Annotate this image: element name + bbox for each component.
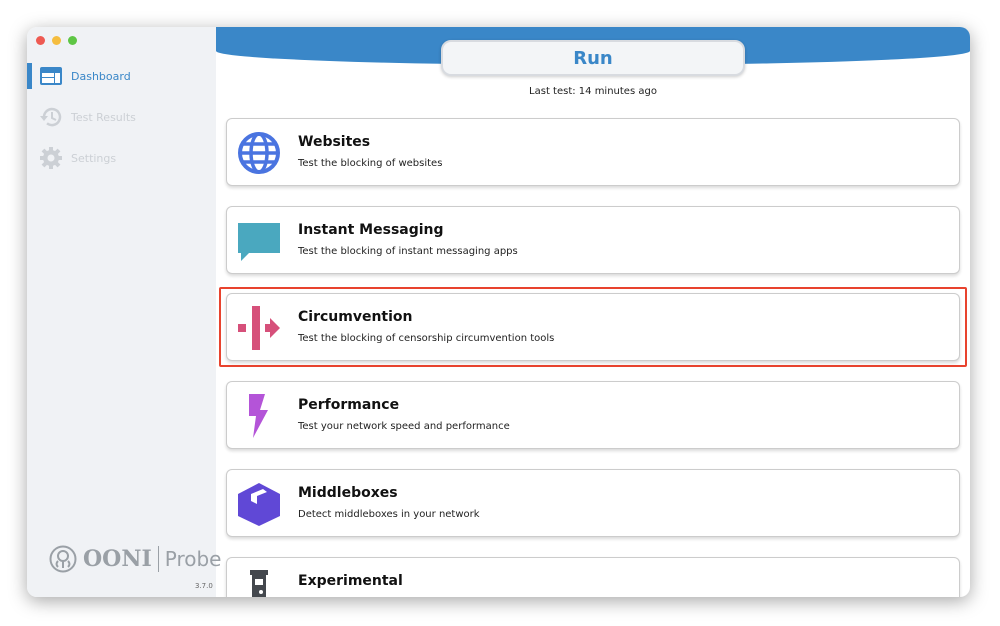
card-websites[interactable]: Websites Test the blocking of websites [226, 118, 960, 186]
app-window: Dashboard Test Results Settings OONI Pro… [27, 27, 970, 597]
card-circumvention[interactable]: Circumvention Test the blocking of censo… [226, 293, 960, 361]
test-tube-icon [250, 570, 268, 597]
globe-icon [238, 132, 280, 174]
box-icon [238, 483, 280, 526]
card-description: Test the blocking of instant messaging a… [298, 246, 518, 257]
circumvention-icon [238, 306, 280, 350]
sidebar-item-label: Dashboard [71, 69, 131, 83]
card-title: Instant Messaging [298, 222, 444, 238]
sidebar-item-dashboard[interactable]: Dashboard [27, 61, 216, 91]
card-description: Test the blocking of censorship circumve… [298, 333, 555, 344]
lightning-icon [249, 394, 268, 438]
logo-divider [157, 546, 159, 572]
window-controls [36, 36, 77, 45]
card-title: Circumvention [298, 309, 413, 325]
zoom-button[interactable] [68, 36, 77, 45]
gear-icon [40, 147, 62, 169]
sidebar-item-settings[interactable]: Settings [27, 143, 216, 173]
card-description: Test your network speed and performance [298, 421, 510, 432]
sidebar-item-label: Test Results [71, 110, 136, 124]
sidebar-item-test-results[interactable]: Test Results [27, 102, 216, 132]
dashboard-main: Run Last test: 14 minutes ago Websites T… [216, 27, 970, 597]
card-description: Detect middleboxes in your network [298, 509, 480, 520]
octopus-icon [49, 545, 77, 573]
chat-bubble-icon [238, 223, 280, 261]
minimize-button[interactable] [52, 36, 61, 45]
dashboard-icon [40, 67, 62, 85]
close-button[interactable] [36, 36, 45, 45]
logo-product: Probe [164, 547, 222, 571]
last-test-label: Last test: 14 minutes ago [529, 86, 657, 97]
sidebar-item-label: Settings [71, 151, 117, 165]
card-title: Performance [298, 397, 400, 413]
highlight-box [219, 287, 967, 367]
card-title: Websites [298, 134, 371, 150]
run-button[interactable]: Run [441, 40, 745, 76]
card-performance[interactable]: Performance Test your network speed and … [226, 381, 960, 449]
version-label: 3.7.0 [195, 582, 213, 590]
card-title: Experimental [298, 573, 403, 589]
card-description: Test the blocking of websites [298, 158, 443, 169]
history-icon [40, 107, 62, 127]
sidebar: Dashboard Test Results Settings OONI Pro… [27, 27, 221, 597]
logo-brand: OONI [83, 546, 152, 572]
card-instant-messaging[interactable]: Instant Messaging Test the blocking of i… [226, 206, 960, 274]
card-experimental[interactable]: Experimental [226, 557, 960, 597]
card-middleboxes[interactable]: Middleboxes Detect middleboxes in your n… [226, 469, 960, 537]
card-title: Middleboxes [298, 485, 398, 501]
ooni-probe-logo: OONI Probe [49, 545, 221, 573]
